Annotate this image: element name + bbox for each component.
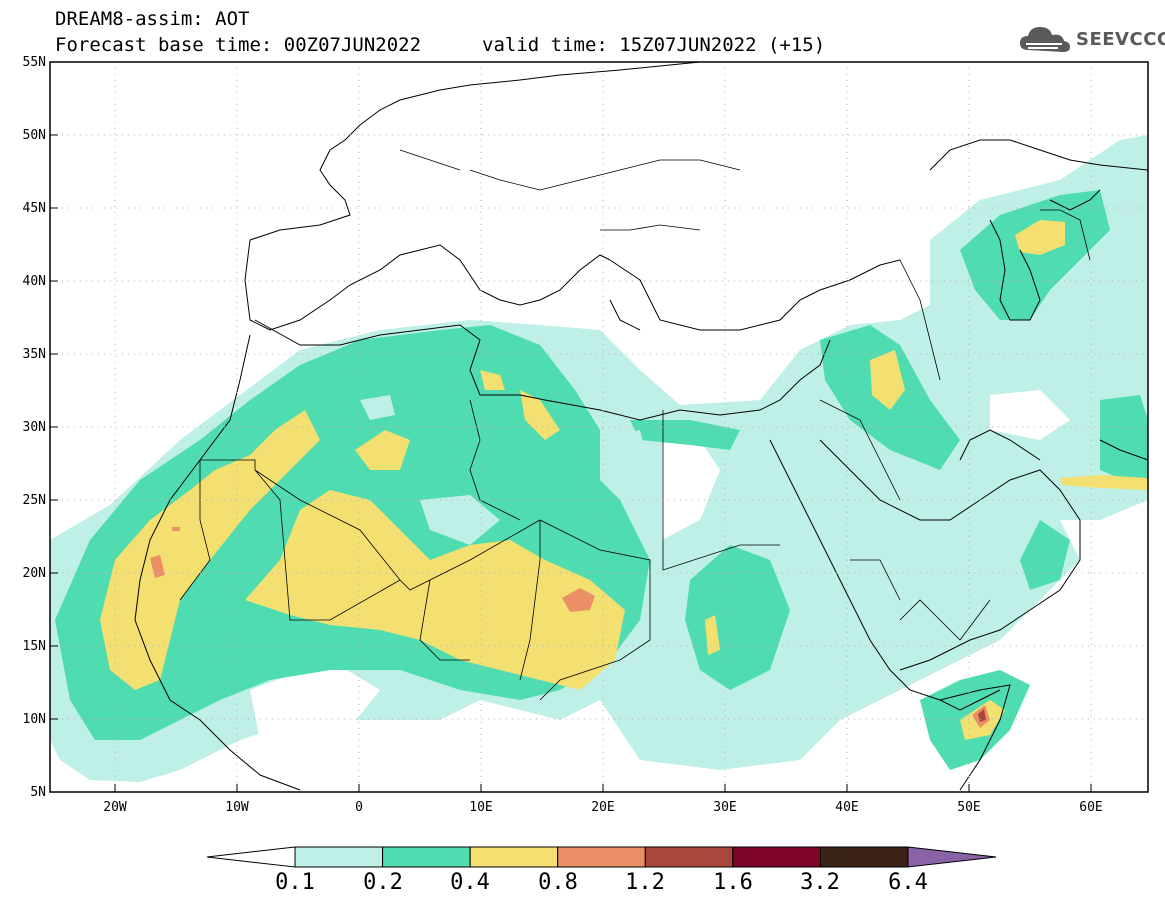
colorbar-box (294, 846, 384, 868)
lon-label: 0 (355, 800, 363, 815)
chart-title: DREAM8-assim: AOT (55, 8, 250, 30)
colorbar-label: 1.6 (713, 870, 753, 895)
lon-label: 30E (713, 800, 737, 815)
axis-ticks (50, 134, 1092, 792)
colorbar-box (732, 846, 821, 868)
colorbar-box (557, 846, 646, 868)
lat-label: 45N (22, 201, 46, 216)
lat-label: 5N (30, 785, 46, 800)
lat-label: 50N (22, 128, 46, 143)
lat-label: 30N (22, 420, 46, 435)
colorbar-label: 1.2 (625, 870, 665, 895)
lat-label: 10N (22, 712, 46, 727)
lat-label: 35N (22, 347, 46, 362)
colorbar-label: 6.4 (888, 870, 928, 895)
colorbar-box (819, 846, 909, 868)
lon-label: 50E (957, 800, 981, 815)
lon-label: 20E (591, 800, 615, 815)
valid-time: valid time: 15Z07JUN2022 (+15) (482, 34, 826, 56)
colorbar-label: 0.2 (363, 870, 403, 895)
colorbar-over-triangle (907, 846, 997, 868)
lon-label: 20W (103, 800, 127, 815)
lon-label: 40E (835, 800, 859, 815)
cloud-icon (1020, 27, 1070, 52)
lat-label: 20N (22, 566, 46, 581)
lat-label: 25N (22, 493, 46, 508)
coastlines (134, 62, 1148, 791)
colorbar-box (382, 846, 471, 868)
colorbar-box (644, 846, 734, 868)
colorbar-label: 3.2 (800, 870, 840, 895)
colorbar-under-triangle (206, 846, 296, 868)
colorbar-label: 0.4 (450, 870, 490, 895)
borders (179, 149, 1091, 701)
colorbar (206, 846, 997, 868)
lon-label: 10W (225, 800, 249, 815)
lon-label: 60E (1079, 800, 1103, 815)
forecast-base-time: Forecast base time: 00Z07JUN2022 (55, 34, 422, 56)
colorbar-label: 0.1 (275, 870, 315, 895)
logo-text: SEEVCCC (1076, 28, 1165, 50)
colorbar-label: 0.8 (538, 870, 578, 895)
lon-label: 10E (469, 800, 493, 815)
colorbar-box (469, 846, 559, 868)
lat-label: 55N (22, 55, 46, 70)
lat-label: 40N (22, 274, 46, 289)
lat-label: 15N (22, 639, 46, 654)
seevccc-logo: SEEVCCC (1018, 22, 1165, 56)
